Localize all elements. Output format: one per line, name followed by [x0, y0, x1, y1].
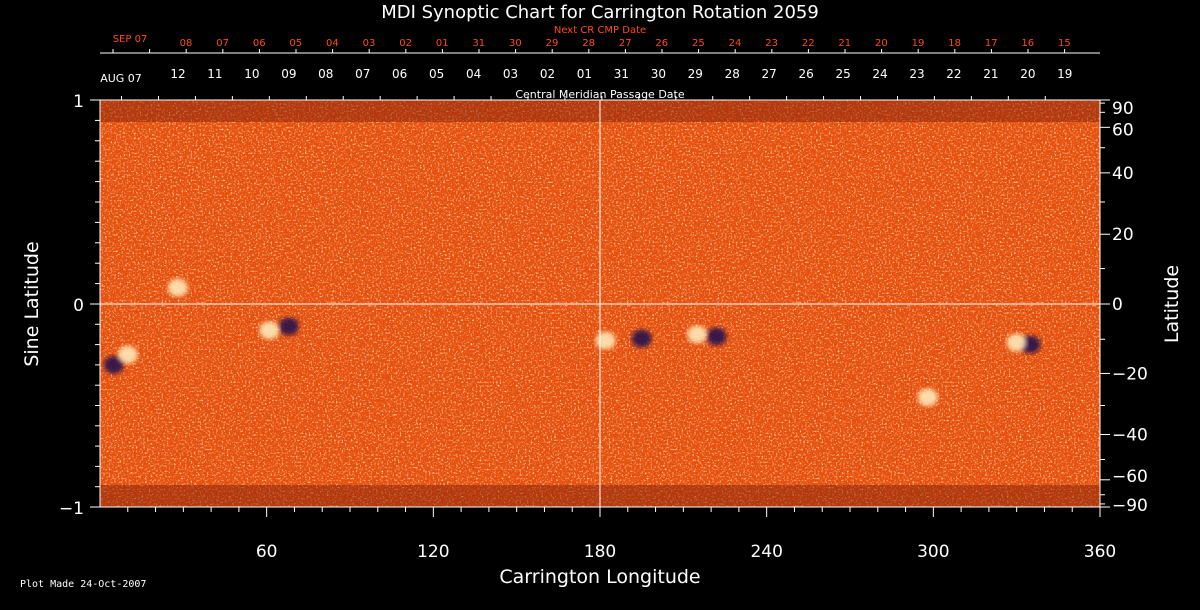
next-date-label: 22	[802, 38, 815, 49]
cmp-date-label: 12	[170, 67, 185, 81]
active-region-negative	[631, 329, 652, 348]
x-axis-label: Carrington Longitude	[499, 566, 700, 588]
x-tick-label: 180	[584, 542, 616, 562]
active-region-positive	[595, 331, 616, 350]
cmp-date-label: 09	[281, 67, 296, 81]
cmp-date-label: 01	[577, 67, 592, 81]
next-date-label: 08	[180, 38, 193, 49]
active-region-positive	[117, 345, 138, 364]
next-date-label: 15	[1058, 38, 1071, 49]
next-date-label: 04	[326, 38, 339, 49]
cmp-date-label: 26	[799, 67, 814, 81]
cmp-date-label: 04	[466, 67, 481, 81]
y-left-tick-label: 1	[73, 92, 84, 112]
y-right-tick-label: −90	[1112, 496, 1148, 516]
x-tick-label: 60	[256, 542, 278, 562]
cmp-date-label: 03	[503, 67, 518, 81]
active-region-positive	[917, 388, 938, 407]
cmp-axis-ticks: 12 11 10 09 08 07 06 05 04 03 02 01 31 30 29 28 27 26 25 24…	[121, 67, 1072, 100]
cmp-date-label: 21	[983, 67, 998, 81]
y-left-tick-label: −1	[59, 499, 84, 519]
cmp-date-label: 22	[946, 67, 961, 81]
y-right-tick-label: −60	[1112, 467, 1148, 487]
active-region-negative	[278, 317, 299, 336]
next-date-label: 24	[729, 38, 742, 49]
y-right-tick-label: −40	[1112, 425, 1148, 445]
active-region-positive	[1006, 333, 1027, 352]
active-regions	[103, 278, 1041, 407]
x-tick-label: 120	[417, 542, 449, 562]
next-date-label: 03	[363, 38, 376, 49]
y-right-tick-label: −20	[1112, 364, 1148, 384]
chart-title: MDI Synoptic Chart for Carrington Rotati…	[381, 2, 819, 23]
active-region-negative	[103, 355, 124, 374]
next-date-label: 28	[582, 38, 595, 49]
next-date-label: 01	[436, 38, 449, 49]
active-region-positive	[167, 278, 188, 297]
next-date-label: 05	[289, 38, 302, 49]
top-axis-title: Central Meridian Passage Date	[515, 88, 684, 101]
active-region-positive	[259, 321, 280, 340]
y-axis-left: 1 0 −1	[59, 92, 100, 519]
next-date-label: 18	[948, 38, 961, 49]
next-date-label: 31	[472, 38, 485, 49]
next-axis-start-label: SEP 07	[113, 34, 148, 45]
next-date-label: 17	[985, 38, 998, 49]
cmp-date-label: 06	[392, 67, 407, 81]
next-date-label: 02	[399, 38, 412, 49]
cmp-date-label: 19	[1057, 67, 1072, 81]
y-right-tick-label: 90	[1112, 99, 1134, 119]
active-region-negative	[706, 327, 727, 346]
cmp-date-label: 29	[688, 67, 703, 81]
next-date-label: 27	[619, 38, 632, 49]
next-date-label: 25	[692, 38, 705, 49]
x-axis: 60 120 180 240 300 360	[127, 507, 1116, 562]
y-left-tick-label: 0	[73, 296, 84, 316]
next-date-label: 26	[655, 38, 668, 49]
next-date-label: 19	[912, 38, 925, 49]
cmp-date-label: 24	[872, 67, 887, 81]
next-date-label: 06	[253, 38, 266, 49]
y-axis-label-right: Latitude	[1161, 265, 1183, 343]
y-right-tick-label: 60	[1112, 120, 1134, 140]
cmp-date-label: 10	[244, 67, 259, 81]
cmp-date-label: 02	[540, 67, 555, 81]
next-date-label: 29	[546, 38, 559, 49]
next-date-label: 07	[216, 38, 229, 49]
cmp-date-label: 25	[835, 67, 850, 81]
next-date-label: 23	[765, 38, 778, 49]
next-date-label: 20	[875, 38, 888, 49]
x-tick-label: 300	[917, 542, 949, 562]
cmp-date-label: 30	[651, 67, 666, 81]
cmp-date-label: 07	[355, 67, 370, 81]
next-date-label: 21	[838, 38, 851, 49]
cmp-date-label: 28	[725, 67, 740, 81]
next-date-label: 16	[1021, 38, 1034, 49]
cmp-date-label: 31	[614, 67, 629, 81]
cmp-date-label: 11	[207, 67, 222, 81]
top-axis-start-label: AUG 07	[100, 72, 142, 85]
plot-made-footer: Plot Made 24-Oct-2007	[20, 579, 147, 590]
y-right-tick-label: 40	[1112, 164, 1134, 184]
next-axis-ticks: 08 07 06 05 04 03 02 01 31 30 29 28 27 26 25 24 23 22 21 20…	[112, 38, 1071, 53]
cmp-date-label: 20	[1020, 67, 1035, 81]
cmp-date-label: 08	[318, 67, 333, 81]
cmp-date-label: 23	[909, 67, 924, 81]
y-axis-label-left: Sine Latitude	[21, 241, 43, 366]
y-right-tick-label: 0	[1112, 295, 1123, 315]
next-date-label: 30	[509, 38, 522, 49]
cmp-date-label: 05	[429, 67, 444, 81]
active-region-positive	[687, 325, 708, 344]
x-tick-label: 360	[1084, 542, 1116, 562]
y-right-tick-label: 20	[1112, 225, 1134, 245]
next-axis-title: Next CR CMP Date	[554, 25, 646, 36]
x-tick-label: 240	[750, 542, 782, 562]
cmp-date-label: 27	[762, 67, 777, 81]
